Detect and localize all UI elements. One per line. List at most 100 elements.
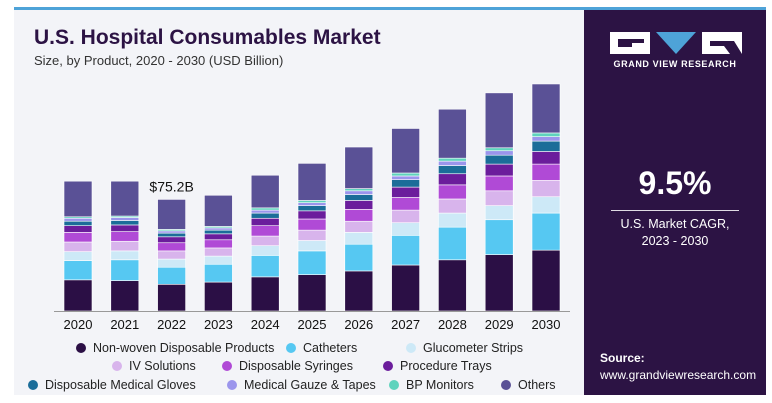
legend-swatch-9 — [501, 380, 511, 390]
x-tick-label-2026: 2026 — [344, 317, 373, 332]
bar-segment-2030-8 — [531, 132, 561, 137]
bar-segment-2026-2 — [344, 232, 374, 245]
bar-segment-2029-2 — [484, 205, 514, 221]
bar-segment-2029-8 — [484, 147, 514, 152]
bar-segment-2020-0 — [63, 279, 93, 312]
infographic-frame: U.S. Hospital Consumables Market Size, b… — [14, 7, 766, 395]
bar-segment-2030-9 — [531, 83, 561, 134]
x-tick-label-2023: 2023 — [204, 317, 233, 332]
bar-segment-2030-0 — [531, 249, 561, 312]
bar-segment-2029-9 — [484, 92, 514, 149]
x-tick-label-2025: 2025 — [298, 317, 327, 332]
legend-label-4: Disposable Syringes — [239, 359, 353, 373]
bar-segment-2024-1 — [250, 255, 280, 278]
bar-segment-2025-2 — [297, 240, 327, 252]
bar-segment-2030-3 — [531, 180, 561, 198]
legend-item-3: IV Solutions — [112, 359, 196, 373]
bar-segment-2025-9 — [297, 163, 327, 201]
bar-segment-2023-6 — [204, 229, 233, 235]
chart-legend: Non-woven Disposable Products Catheters Gl… — [14, 337, 584, 395]
chart-title: U.S. Hospital Consumables Market — [34, 26, 381, 49]
bar-segment-2023-9 — [204, 194, 233, 227]
x-tick-label-2027: 2027 — [391, 317, 420, 332]
bar-segment-2024-9 — [250, 174, 280, 209]
legend-swatch-3 — [112, 361, 122, 371]
bar-segment-2022-9 — [157, 199, 186, 230]
bar-segment-2028-7 — [438, 160, 467, 166]
bar-segment-2026-9 — [344, 146, 374, 189]
bar-segment-2027-3 — [391, 209, 420, 224]
bar-segment-2026-8 — [344, 188, 374, 192]
bar-segment-2029-3 — [484, 190, 514, 206]
bar-segment-2022-4 — [157, 242, 186, 252]
bar-segment-2027-6 — [391, 179, 420, 188]
legend-item-5: Procedure Trays — [383, 359, 492, 373]
source-link[interactable]: www.grandviewresearch.com — [600, 368, 757, 382]
legend-label-1: Catheters — [303, 341, 358, 355]
grand-view-research-logo — [610, 32, 742, 54]
bar-segment-2028-8 — [438, 157, 467, 162]
cagr-label-line1: U.S. Market CAGR, — [620, 217, 730, 231]
bar-segment-2028-5 — [438, 173, 467, 186]
bar-segment-2027-8 — [391, 172, 420, 177]
legend-item-1: Catheters — [286, 341, 357, 355]
bar-segment-2023-7 — [204, 227, 233, 231]
legend-label-3: IV Solutions — [129, 359, 196, 373]
legend-item-6: Disposable Medical Gloves — [28, 378, 196, 392]
cagr-label: U.S. Market CAGR, 2023 - 2030 — [584, 216, 766, 250]
bar-segment-2022-2 — [157, 258, 186, 268]
bar-segment-2026-3 — [344, 220, 374, 233]
bar-segment-2028-1 — [438, 226, 467, 261]
legend-swatch-7 — [227, 380, 237, 390]
bar-segment-2026-1 — [344, 243, 374, 272]
bar-segment-2021-0 — [110, 280, 140, 312]
bar-segment-2020-2 — [63, 251, 93, 261]
bar-segment-2024-8 — [250, 207, 280, 211]
bar-segment-2029-0 — [484, 254, 514, 312]
bar-segment-2030-1 — [531, 212, 561, 251]
chart-panel: U.S. Hospital Consumables Market Size, b… — [14, 10, 584, 395]
legend-item-0: Non-woven Disposable Products — [76, 341, 274, 355]
bar-segment-2025-0 — [297, 274, 327, 312]
legend-swatch-6 — [28, 380, 38, 390]
legend-label-7: Medical Gauze & Tapes — [244, 378, 376, 392]
x-tick-label-2028: 2028 — [438, 317, 467, 332]
legend-label-9: Others — [518, 378, 556, 392]
bar-segment-2026-0 — [344, 270, 374, 312]
x-tick-label-2029: 2029 — [485, 317, 514, 332]
bar-segment-2024-7 — [250, 209, 280, 214]
bar-segment-2026-4 — [344, 209, 374, 222]
bar-segment-2025-6 — [297, 205, 327, 212]
bar-segment-2023-2 — [204, 255, 233, 265]
sidebar-panel: GRAND VIEW RESEARCH 9.5% U.S. Market CAG… — [584, 10, 766, 395]
legend-item-8: BP Monitors — [389, 378, 474, 392]
bar-segment-2024-0 — [250, 276, 280, 312]
bar-segment-2029-7 — [484, 150, 514, 156]
bar-segment-2024-3 — [250, 235, 280, 247]
bar-segment-2021-6 — [110, 220, 140, 226]
bar-segment-2030-5 — [531, 151, 561, 165]
bar-segment-2030-4 — [531, 163, 561, 181]
cagr-divider — [611, 210, 739, 211]
legend-swatch-5 — [383, 361, 393, 371]
bar-segment-2020-6 — [63, 220, 93, 226]
bar-segment-2027-7 — [391, 175, 420, 180]
bar-segment-2030-6 — [531, 140, 561, 152]
bar-segment-2025-7 — [297, 202, 327, 206]
legend-item-7: Medical Gauze & Tapes — [227, 378, 376, 392]
cagr-value: 9.5% — [638, 165, 712, 201]
bar-segment-2025-5 — [297, 210, 327, 220]
legend-swatch-1 — [286, 343, 296, 353]
bar-segment-2024-5 — [250, 217, 280, 226]
bar-segment-2025-1 — [297, 250, 327, 275]
bar-segment-2028-9 — [438, 108, 467, 159]
legend-item-2: Glucometer Strips — [406, 341, 523, 355]
legend-item-9: Others — [501, 378, 556, 392]
legend-swatch-2 — [406, 343, 416, 353]
bar-segment-2022-6 — [157, 232, 186, 238]
bar-segment-2023-3 — [204, 247, 233, 257]
bar-segment-2023-0 — [204, 281, 233, 312]
cagr-label-line2: 2023 - 2030 — [641, 234, 709, 248]
bar-segment-2027-5 — [391, 186, 420, 198]
bar-segment-2027-2 — [391, 222, 420, 236]
